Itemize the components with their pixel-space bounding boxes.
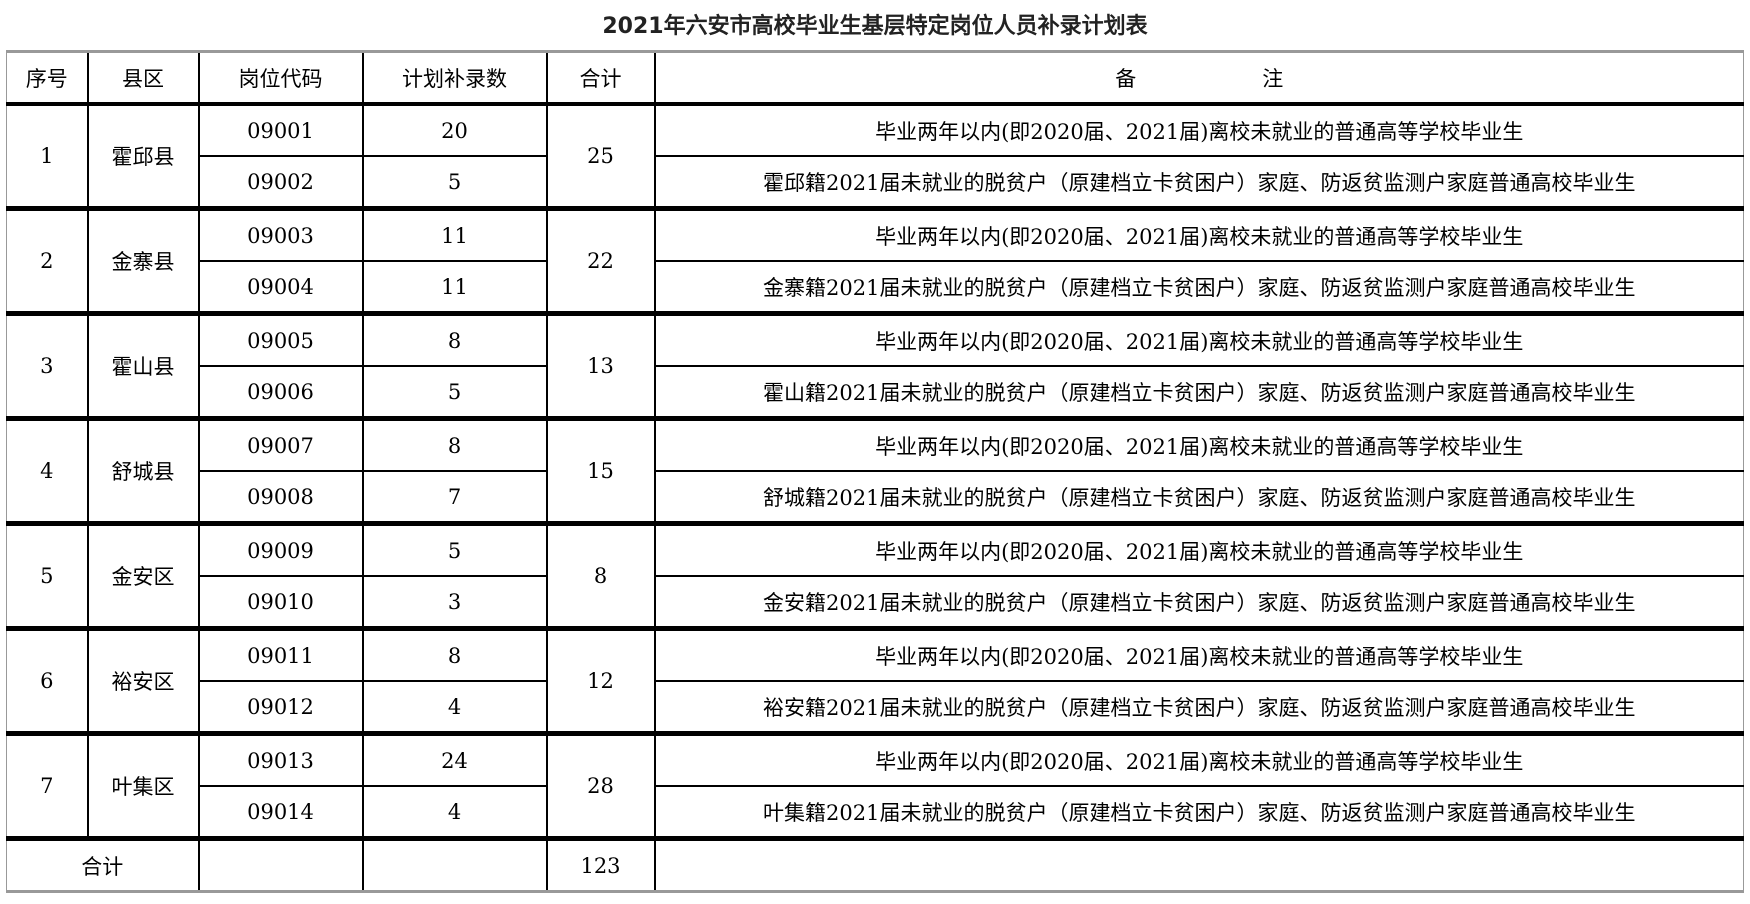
footer-total: 123 bbox=[545, 836, 656, 893]
row-no: 3 bbox=[6, 311, 89, 420]
page-title: 2021年六安市高校毕业生基层特定岗位人员补录计划表 bbox=[602, 14, 1148, 39]
plan-count: 8 bbox=[361, 626, 548, 682]
note: 金安籍2021届未就业的脱贫户（原建档立卡贫困户）家庭、防返贫监测户家庭普通高校… bbox=[653, 575, 1744, 630]
group-total: 22 bbox=[545, 206, 656, 315]
row-no: 7 bbox=[6, 731, 89, 840]
table-row: 09004 11 金寨籍2021届未就业的脱贫户（原建档立卡贫困户）家庭、防返贫监测… bbox=[7, 260, 1744, 315]
recruitment-plan-table: 序号 县区 岗位代码 计划补录数 合计 备 注 1 霍邱县 09001 20 25 毕业两… bbox=[6, 50, 1744, 893]
post-code: 09006 bbox=[197, 365, 364, 420]
header-no: 序号 bbox=[6, 50, 89, 106]
county-name: 金安区 bbox=[86, 521, 200, 630]
post-code: 09009 bbox=[197, 521, 364, 577]
table-row: 09006 5 霍山籍2021届未就业的脱贫户（原建档立卡贫困户）家庭、防返贫监测户… bbox=[7, 365, 1744, 420]
header-notes: 备 注 bbox=[653, 50, 1744, 106]
post-code: 09001 bbox=[197, 103, 364, 157]
post-code: 09010 bbox=[197, 575, 364, 630]
plan-count: 7 bbox=[361, 470, 548, 525]
footer-row: 合计 123 bbox=[6, 836, 1744, 893]
post-code: 09013 bbox=[197, 731, 364, 787]
plan-count: 24 bbox=[361, 731, 548, 787]
note: 霍邱籍2021届未就业的脱贫户（原建档立卡贫困户）家庭、防返贫监测户家庭普通高校… bbox=[653, 155, 1744, 210]
group-total: 25 bbox=[545, 103, 656, 210]
county-name: 舒城县 bbox=[86, 416, 200, 525]
county-name: 霍山县 bbox=[86, 311, 200, 420]
plan-count: 4 bbox=[361, 785, 548, 840]
header-county: 县区 bbox=[86, 50, 200, 106]
plan-count: 5 bbox=[361, 521, 548, 577]
note: 毕业两年以内(即2020届、2021届)离校未就业的普通高等学校毕业生 bbox=[653, 626, 1744, 682]
post-code: 09008 bbox=[197, 470, 364, 525]
table-row: 4 舒城县 09007 8 15 毕业两年以内(即2020届、2021届)离校未就业的普通… bbox=[6, 416, 1744, 525]
footer-empty-note bbox=[653, 836, 1744, 893]
table-row: 6 裕安区 09011 8 12 毕业两年以内(即2020届、2021届)离校未就业的普通… bbox=[6, 626, 1744, 735]
row-no: 1 bbox=[6, 103, 89, 210]
note: 金寨籍2021届未就业的脱贫户（原建档立卡贫困户）家庭、防返贫监测户家庭普通高校… bbox=[653, 260, 1744, 315]
table-row: 3 霍山县 09005 8 13 毕业两年以内(即2020届、2021届)离校未就业的普通… bbox=[6, 311, 1744, 420]
post-code: 09003 bbox=[197, 206, 364, 262]
post-code: 09012 bbox=[197, 680, 364, 735]
row-no: 5 bbox=[6, 521, 89, 630]
table-row: 09010 3 金安籍2021届未就业的脱贫户（原建档立卡贫困户）家庭、防返贫监测户… bbox=[7, 575, 1744, 630]
table-row: 2 金寨县 09003 11 22 毕业两年以内(即2020届、2021届)离校未就业的普… bbox=[6, 206, 1744, 315]
plan-count: 5 bbox=[361, 155, 548, 210]
plan-count: 8 bbox=[361, 311, 548, 367]
note: 毕业两年以内(即2020届、2021届)离校未就业的普通高等学校毕业生 bbox=[653, 416, 1744, 472]
table-row: 5 金安区 09009 5 8 毕业两年以内(即2020届、2021届)离校未就业的普通高… bbox=[6, 521, 1744, 630]
table-row: 1 霍邱县 09001 20 25 毕业两年以内(即2020届、2021届)离校未就业的普… bbox=[6, 103, 1744, 210]
note: 舒城籍2021届未就业的脱贫户（原建档立卡贫困户）家庭、防返贫监测户家庭普通高校… bbox=[653, 470, 1744, 525]
note: 毕业两年以内(即2020届、2021届)离校未就业的普通高等学校毕业生 bbox=[653, 731, 1744, 787]
footer-empty-count bbox=[361, 836, 548, 893]
plan-count: 8 bbox=[361, 416, 548, 472]
footer-empty-code bbox=[197, 836, 364, 893]
post-code: 09002 bbox=[197, 155, 364, 210]
county-name: 霍邱县 bbox=[86, 103, 200, 210]
table-row: 7 叶集区 09013 24 28 毕业两年以内(即2020届、2021届)离校未就业的普… bbox=[6, 731, 1744, 840]
plan-count: 4 bbox=[361, 680, 548, 735]
county-name: 金寨县 bbox=[86, 206, 200, 315]
post-code: 09004 bbox=[197, 260, 364, 315]
note: 毕业两年以内(即2020届、2021届)离校未就业的普通高等学校毕业生 bbox=[653, 206, 1744, 262]
group-total: 8 bbox=[545, 521, 656, 630]
group-total: 12 bbox=[545, 626, 656, 735]
post-code: 09014 bbox=[197, 785, 364, 840]
post-code: 09007 bbox=[197, 416, 364, 472]
header-plan-count: 计划补录数 bbox=[361, 50, 548, 106]
plan-count: 11 bbox=[361, 206, 548, 262]
post-code: 09005 bbox=[197, 311, 364, 367]
header-total: 合计 bbox=[545, 50, 656, 106]
header-row: 序号 县区 岗位代码 计划补录数 合计 备 注 bbox=[6, 50, 1744, 106]
group-total: 13 bbox=[545, 311, 656, 420]
plan-count: 20 bbox=[361, 103, 548, 157]
county-name: 叶集区 bbox=[86, 731, 200, 840]
note: 毕业两年以内(即2020届、2021届)离校未就业的普通高等学校毕业生 bbox=[653, 103, 1744, 157]
note: 毕业两年以内(即2020届、2021届)离校未就业的普通高等学校毕业生 bbox=[653, 311, 1744, 367]
row-no: 2 bbox=[6, 206, 89, 315]
note: 毕业两年以内(即2020届、2021届)离校未就业的普通高等学校毕业生 bbox=[653, 521, 1744, 577]
group-total: 15 bbox=[545, 416, 656, 525]
table-row: 09014 4 叶集籍2021届未就业的脱贫户（原建档立卡贫困户）家庭、防返贫监测户… bbox=[7, 785, 1744, 840]
post-code: 09011 bbox=[197, 626, 364, 682]
plan-count: 11 bbox=[361, 260, 548, 315]
note: 霍山籍2021届未就业的脱贫户（原建档立卡贫困户）家庭、防返贫监测户家庭普通高校… bbox=[653, 365, 1744, 420]
plan-count: 3 bbox=[361, 575, 548, 630]
table-row: 09012 4 裕安籍2021届未就业的脱贫户（原建档立卡贫困户）家庭、防返贫监测户… bbox=[7, 680, 1744, 735]
note: 叶集籍2021届未就业的脱贫户（原建档立卡贫困户）家庭、防返贫监测户家庭普通高校… bbox=[653, 785, 1744, 840]
row-no: 4 bbox=[6, 416, 89, 525]
group-total: 28 bbox=[545, 731, 656, 840]
table-row: 09008 7 舒城籍2021届未就业的脱贫户（原建档立卡贫困户）家庭、防返贫监测户… bbox=[7, 470, 1744, 525]
row-no: 6 bbox=[6, 626, 89, 735]
footer-label: 合计 bbox=[6, 836, 200, 893]
table-row: 09002 5 霍邱籍2021届未就业的脱贫户（原建档立卡贫困户）家庭、防返贫监测户… bbox=[7, 155, 1744, 210]
plan-count: 5 bbox=[361, 365, 548, 420]
header-post-code: 岗位代码 bbox=[197, 50, 364, 106]
county-name: 裕安区 bbox=[86, 626, 200, 735]
note: 裕安籍2021届未就业的脱贫户（原建档立卡贫困户）家庭、防返贫监测户家庭普通高校… bbox=[653, 680, 1744, 735]
